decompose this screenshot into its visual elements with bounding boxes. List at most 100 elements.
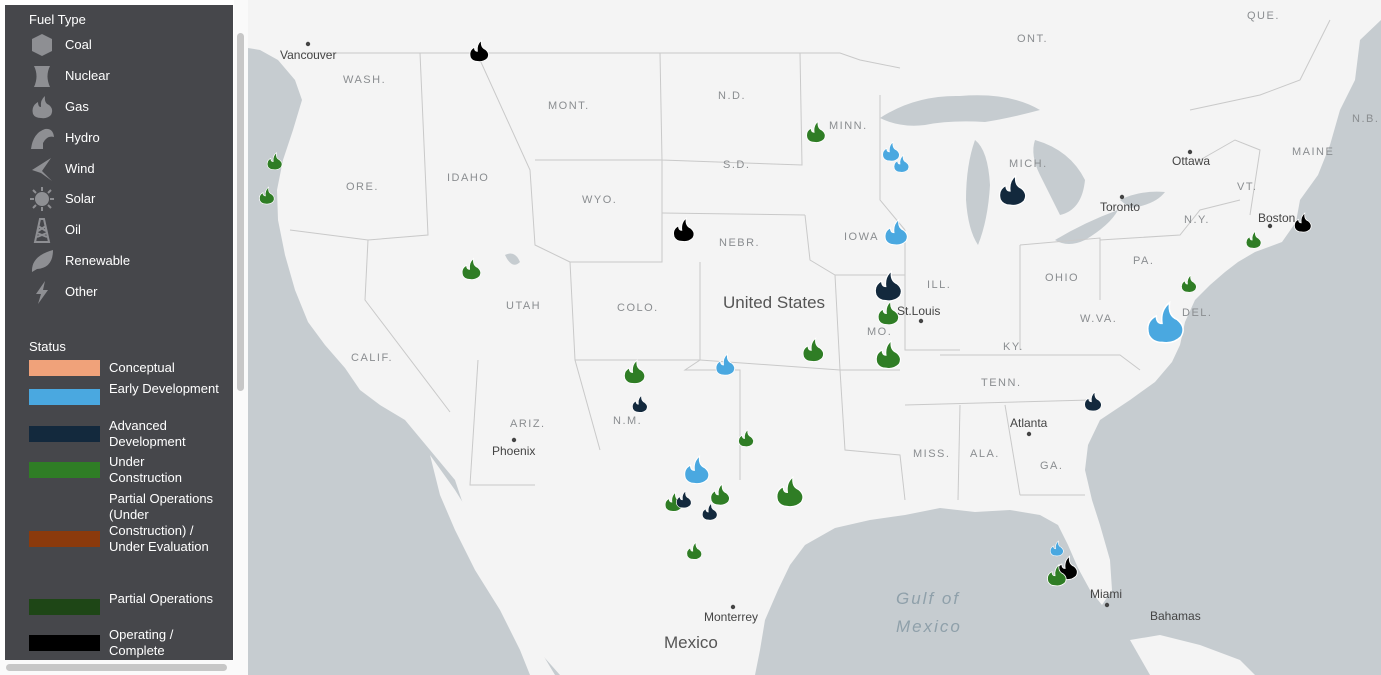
status-swatch (29, 426, 100, 442)
status-swatch (29, 531, 100, 547)
lake-michigan (966, 140, 990, 245)
gas-plant-marker[interactable] (776, 475, 804, 508)
gas-plant-marker[interactable] (623, 359, 646, 385)
city-label-toronto: Toronto (1100, 200, 1140, 214)
legend-item-label: Nuclear (65, 68, 110, 83)
state-label-ill: ILL. (927, 279, 951, 291)
country-label-mexico: Mexico (664, 633, 718, 652)
state-label-wva: W.VA. (1080, 313, 1117, 325)
state-label-wyo: WYO. (582, 194, 617, 206)
city-label-monterrey: Monterrey (704, 610, 758, 624)
city-dot (1104, 602, 1110, 608)
state-label-del: DEL. (1182, 307, 1212, 319)
status-title: Status (29, 339, 66, 354)
gas-plant-marker[interactable] (875, 339, 901, 369)
gas-plant-marker[interactable] (999, 174, 1027, 206)
city-label-st-louis: St.Louis (897, 304, 940, 318)
gas-plant-marker[interactable] (893, 154, 910, 173)
city-dot (1119, 194, 1125, 200)
gas-plant-marker[interactable] (877, 300, 900, 326)
gas-plant-marker[interactable] (874, 269, 902, 302)
gas-plant-marker[interactable] (673, 217, 695, 242)
state-label-miss: MISS. (913, 448, 950, 460)
gas-plant-marker[interactable] (461, 257, 482, 280)
city-label-miami: Miami (1090, 587, 1122, 601)
sea-label-gulf-line-1: Gulf of (896, 589, 960, 608)
state-label-iowa: IOWA (844, 231, 879, 243)
legend-item-other: Other (29, 279, 229, 305)
gas-plant-marker[interactable] (469, 39, 489, 62)
gas-plant-marker[interactable] (686, 541, 703, 560)
state-label-nd: N.D. (718, 90, 746, 102)
city-label-ottawa: Ottawa (1172, 154, 1210, 168)
state-label-wash: WASH. (343, 74, 386, 86)
state-label-mont: MONT. (548, 100, 590, 112)
gas-plant-marker[interactable] (664, 491, 683, 512)
status-label: Operating / Complete (109, 627, 174, 658)
gas-plant-marker[interactable] (806, 120, 826, 143)
lake-erie (1055, 210, 1118, 244)
gas-plant-marker[interactable] (684, 454, 710, 485)
gas-plant-marker[interactable] (266, 152, 283, 171)
gas-plant-marker[interactable] (632, 394, 648, 413)
legend-item-label: Solar (65, 191, 96, 206)
legend-item-renewable: Renewable (29, 248, 229, 274)
fuel-type-title: Fuel Type (29, 12, 86, 27)
state-label-calif: CALIF. (351, 352, 393, 364)
city-dot (730, 604, 736, 610)
power-plant-markers[interactable] (248, 39, 1312, 587)
province-label-ont: ONT. (1017, 33, 1048, 45)
legend-vertical-scroll-thumb[interactable] (237, 33, 244, 391)
state-borders (289, 19, 1331, 501)
status-swatch (29, 462, 100, 478)
map-view[interactable]: WASH. ORE. CALIF. IDAHO MONT. WYO. UTAH … (248, 0, 1381, 675)
city-dot (1267, 223, 1273, 229)
wind-icon (32, 158, 52, 181)
legend-item-label: Oil (65, 222, 81, 237)
status-swatch (29, 635, 100, 651)
city-label-vancouver: Vancouver (280, 48, 336, 62)
legend-item-label: Gas (65, 99, 89, 114)
city-labels: Vancouver Phoenix St.Louis Atlanta Ottaw… (280, 41, 1295, 624)
basemap[interactable]: WASH. ORE. CALIF. IDAHO MONT. WYO. UTAH … (248, 0, 1381, 675)
state-label-idaho: IDAHO (447, 172, 489, 184)
land-cuba-bahamas (1130, 635, 1255, 675)
status-label: Conceptual (109, 360, 175, 375)
gas-plant-marker[interactable] (738, 428, 754, 447)
gas-plant-marker[interactable] (884, 218, 908, 246)
gas-plant-marker[interactable] (802, 337, 824, 362)
gas-plant-marker[interactable] (715, 353, 736, 376)
gas-plant-marker[interactable] (1084, 391, 1102, 412)
gas-plant-marker[interactable] (1146, 300, 1184, 344)
state-label-ala: ALA. (970, 448, 1000, 460)
status-label: Under Construction (109, 454, 182, 485)
legend-panel: Fuel Type Coal Nuclear Gas Hydro Wind So… (0, 0, 248, 675)
legend-item-label: Renewable (65, 253, 131, 268)
great-salt-lake (505, 253, 520, 265)
gas-plant-marker[interactable] (1245, 230, 1262, 249)
gas-plant-marker[interactable] (1294, 212, 1312, 233)
legend-horizontal-scroll-thumb[interactable] (6, 664, 227, 671)
state-labels: WASH. ORE. CALIF. IDAHO MONT. WYO. UTAH … (343, 10, 1378, 472)
gas-plant-marker[interactable] (676, 490, 692, 509)
city-label-boston: Boston (1258, 211, 1295, 225)
status-swatch (29, 360, 100, 376)
gas-plant-marker[interactable] (701, 502, 718, 521)
gas-plant-marker[interactable] (259, 186, 275, 205)
solar-icon (30, 187, 54, 211)
hydro-icon (31, 128, 54, 149)
state-label-mo: MO. (867, 326, 892, 338)
legend-content: Fuel Type Coal Nuclear Gas Hydro Wind So… (5, 5, 233, 660)
state-label-ohio: OHIO (1045, 272, 1079, 284)
city-dot (918, 318, 924, 324)
status-label: Partial Operations (Under Construction) … (109, 491, 214, 554)
state-label-ny: N.Y. (1184, 214, 1210, 226)
gas-plant-marker[interactable] (1050, 540, 1064, 557)
state-label-ky: KY. (1003, 341, 1024, 353)
gas-plant-marker[interactable] (710, 482, 730, 506)
gas-plant-marker[interactable] (1047, 563, 1067, 587)
city-dot (1187, 149, 1193, 155)
status-label: Advanced Development (109, 418, 186, 449)
gas-plant-marker[interactable] (882, 141, 900, 162)
gas-plant-marker[interactable] (1181, 274, 1197, 293)
